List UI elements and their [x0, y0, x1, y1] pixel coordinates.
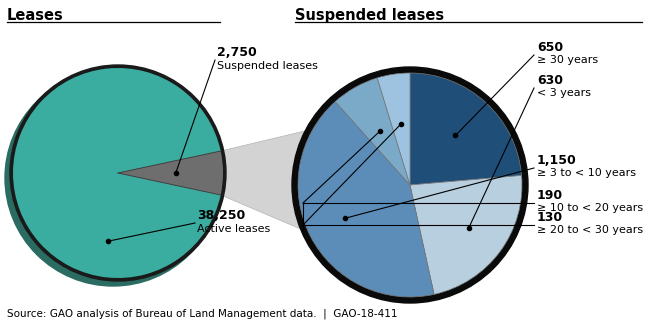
Wedge shape	[118, 151, 223, 195]
Text: Leases: Leases	[7, 8, 64, 23]
Text: 190: 190	[537, 189, 563, 202]
Circle shape	[292, 67, 528, 303]
Polygon shape	[221, 129, 313, 232]
Text: Active leases: Active leases	[197, 224, 270, 234]
Wedge shape	[410, 175, 522, 294]
Wedge shape	[377, 73, 410, 185]
Wedge shape	[410, 73, 521, 185]
Text: ≥ 3 to < 10 years: ≥ 3 to < 10 years	[537, 168, 636, 178]
Text: 1,150: 1,150	[537, 154, 577, 167]
Text: 2,750: 2,750	[217, 46, 257, 59]
Wedge shape	[298, 102, 434, 297]
Circle shape	[5, 70, 221, 286]
Text: Source: GAO analysis of Bureau of Land Management data.  |  GAO-18-411: Source: GAO analysis of Bureau of Land M…	[7, 308, 398, 319]
Text: 630: 630	[537, 74, 563, 87]
Text: < 3 years: < 3 years	[537, 88, 591, 98]
Text: 130: 130	[537, 211, 563, 224]
Text: Suspended leases: Suspended leases	[217, 61, 318, 71]
Text: 650: 650	[537, 41, 563, 54]
Text: ≥ 30 years: ≥ 30 years	[537, 55, 598, 65]
Wedge shape	[335, 78, 410, 185]
Wedge shape	[13, 68, 221, 278]
Text: Suspended leases: Suspended leases	[295, 8, 444, 23]
Text: 38,250: 38,250	[197, 209, 245, 222]
Text: ≥ 20 to < 30 years: ≥ 20 to < 30 years	[537, 225, 643, 235]
Text: ≥ 10 to < 20 years: ≥ 10 to < 20 years	[537, 203, 643, 213]
Circle shape	[10, 65, 226, 281]
